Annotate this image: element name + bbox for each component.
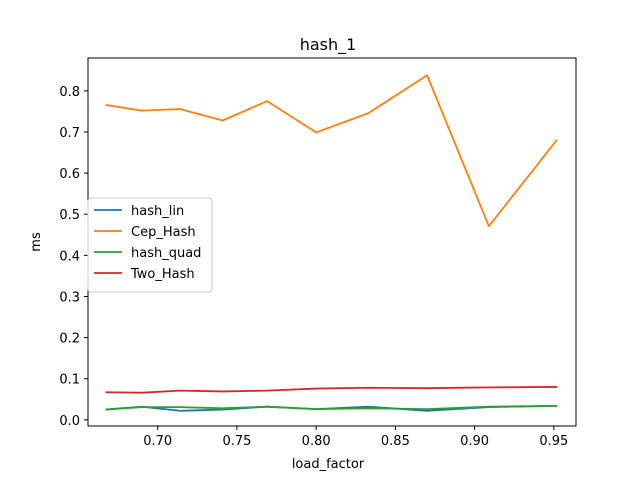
x-tick-label: 0.85 [381, 434, 410, 449]
y-tick-label: 0.0 [59, 414, 80, 429]
x-axis-ticks: 0.70 0.75 0.80 0.85 0.90 0.95 [143, 426, 568, 449]
series-line-two-hash [105, 386, 557, 394]
y-axis-label: ms [29, 232, 44, 252]
legend-label: hash_quad [131, 246, 201, 261]
legend-label: hash_lin [131, 204, 184, 219]
series-line-hash-quad [105, 404, 558, 411]
y-axis-ticks: 0.0 0.1 0.2 0.3 0.4 0.5 0.6 0.7 0.8 [59, 85, 88, 429]
x-tick-label: 0.70 [143, 434, 172, 449]
x-tick-label: 0.90 [460, 434, 489, 449]
y-tick-label: 0.6 [59, 167, 80, 182]
x-tick-label: 0.80 [302, 434, 331, 449]
y-tick-label: 0.3 [59, 290, 80, 305]
y-tick-label: 0.1 [59, 373, 80, 388]
y-tick-label: 0.8 [59, 85, 80, 100]
series-layer [105, 74, 558, 412]
y-tick-label: 0.5 [59, 208, 80, 223]
chart-title: hash_1 [300, 35, 357, 55]
y-tick-label: 0.4 [59, 249, 80, 264]
x-axis-label: load_factor [292, 457, 365, 472]
legend-label: Two_Hash [130, 267, 195, 282]
legend-label: Cep_Hash [131, 225, 196, 240]
y-tick-label: 0.7 [59, 126, 80, 141]
x-tick-label: 0.95 [539, 434, 568, 449]
series-line-cep-hash [105, 74, 558, 228]
legend: hash_lin Cep_Hash hash_quad Two_Hash [87, 197, 213, 293]
x-tick-label: 0.75 [222, 434, 251, 449]
y-tick-label: 0.2 [59, 332, 80, 347]
legend-box [87, 197, 213, 293]
